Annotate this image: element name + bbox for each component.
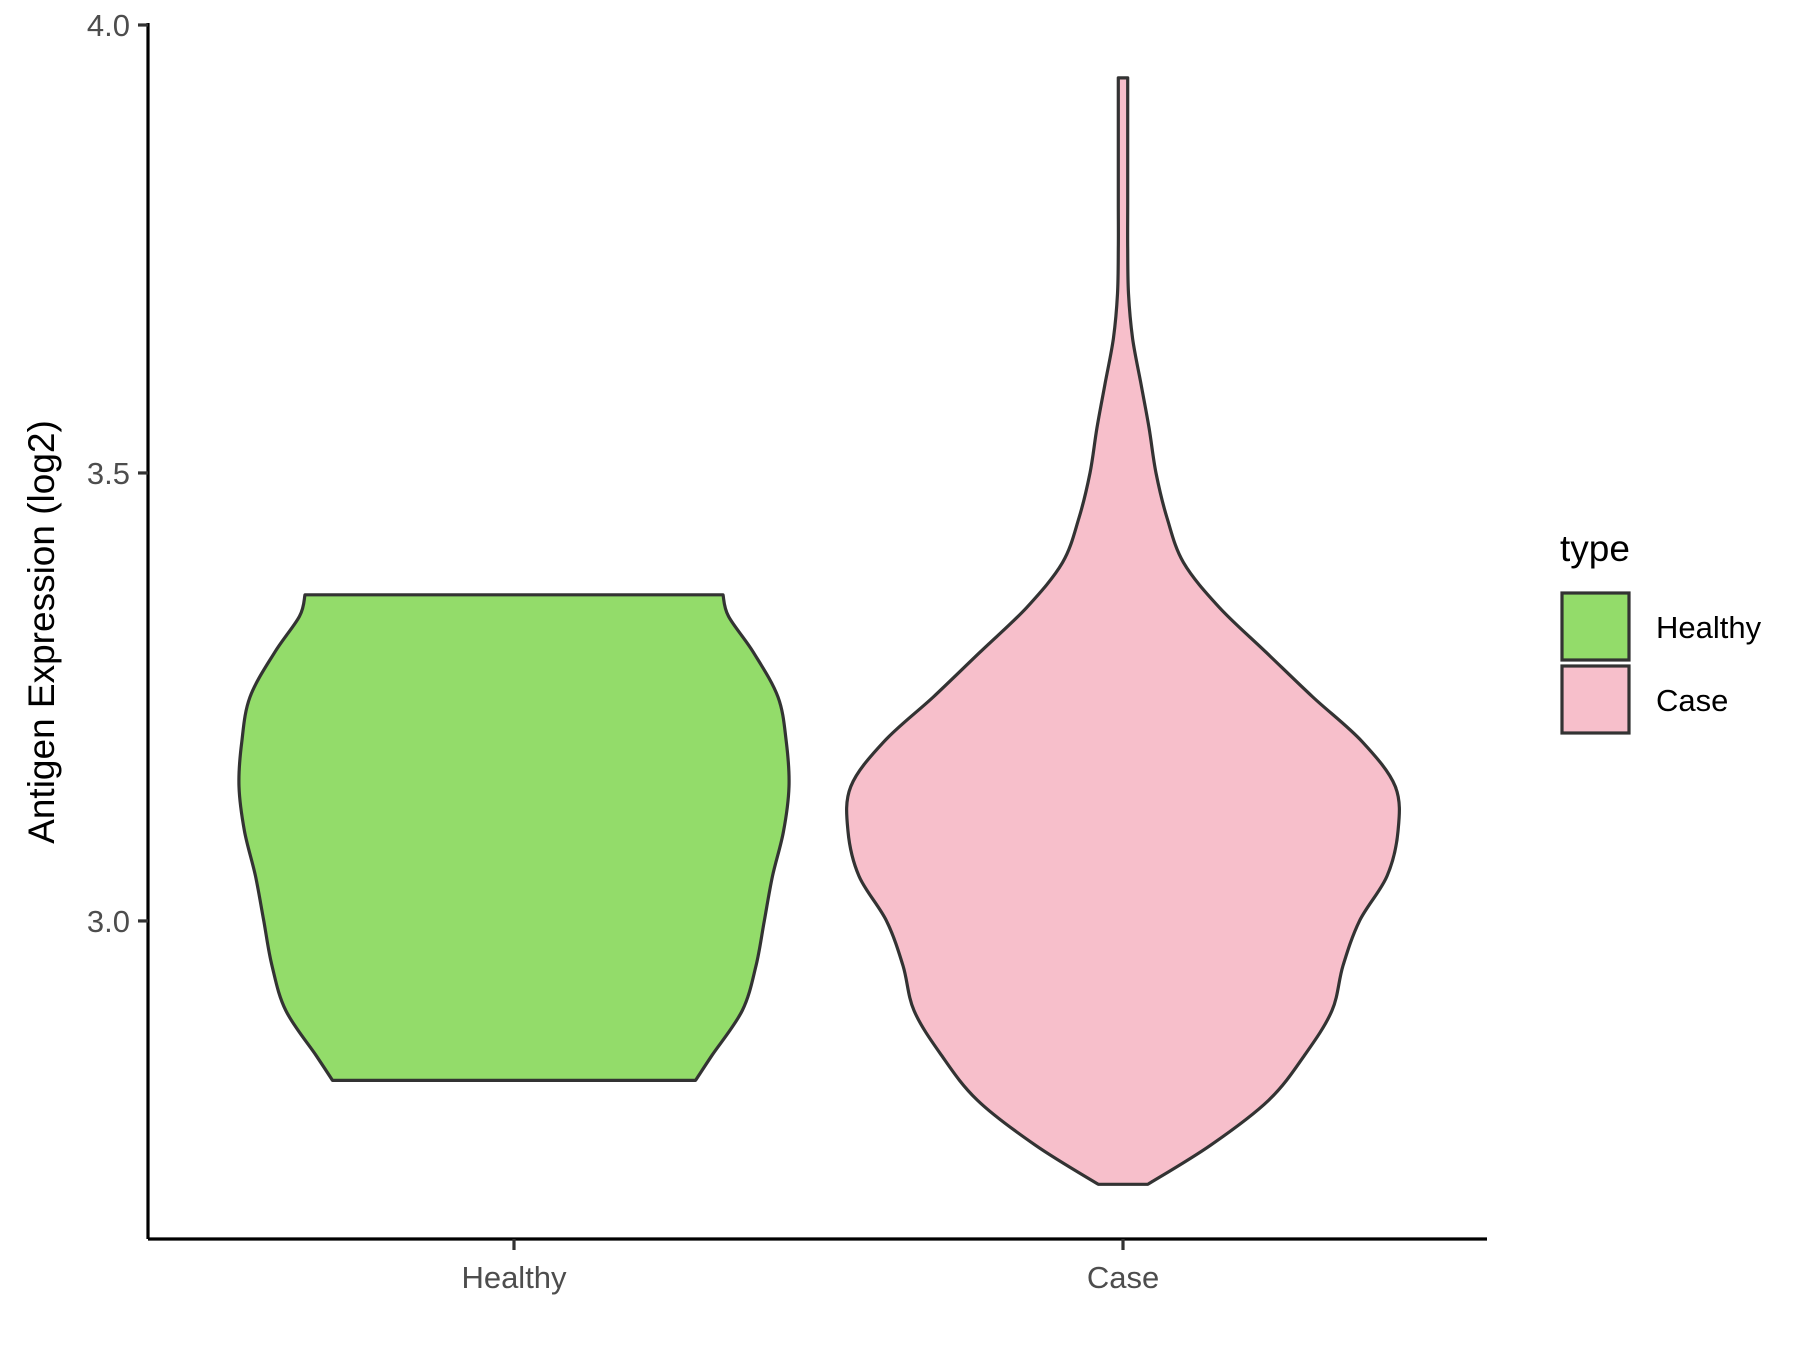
y-axis-title: Antigen Expression (log2) xyxy=(21,420,62,844)
legend-label-case: Case xyxy=(1656,683,1728,718)
violin-case xyxy=(845,76,1401,1186)
violin-healthy xyxy=(237,593,791,1082)
x-tick-label: Case xyxy=(1087,1260,1159,1295)
legend-key-healthy xyxy=(1560,591,1631,662)
y-tick-label: 3.0 xyxy=(87,904,130,939)
x-tick-label: Healthy xyxy=(461,1260,567,1295)
y-tick-label: 4.0 xyxy=(87,8,130,43)
y-tick-label: 3.5 xyxy=(87,456,130,491)
axes: 3.0 3.5 4.0 Healthy Case Antigen Expression (… xyxy=(21,8,1487,1295)
legend: type Healthy Case xyxy=(1560,528,1762,735)
legend-key-case xyxy=(1560,664,1631,735)
violin-layer xyxy=(237,76,1401,1186)
legend-label-healthy: Healthy xyxy=(1656,610,1762,645)
legend-title: type xyxy=(1560,528,1630,569)
